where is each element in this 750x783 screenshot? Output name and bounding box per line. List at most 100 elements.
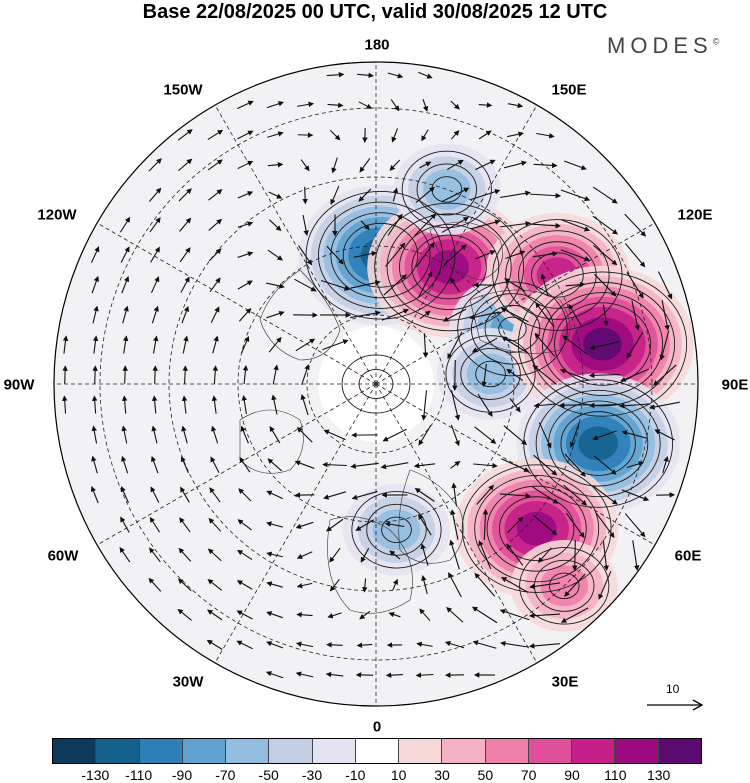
wind-arrow (236, 640, 253, 650)
wind-arrow (302, 214, 309, 237)
wind-arrow (417, 271, 433, 298)
wind-arrow (322, 461, 347, 468)
wind-arrow (662, 456, 669, 474)
wind-arrow (359, 610, 371, 620)
contour-line (358, 369, 394, 399)
wind-arrow (181, 305, 190, 324)
wind-arrow (90, 485, 99, 504)
wind-arrow (507, 102, 524, 109)
wind-arrow (620, 368, 650, 382)
wind-arrow (327, 102, 344, 108)
wind-arrow (558, 402, 591, 408)
label-lon-30e: 30E (551, 673, 579, 691)
wind-arrow (501, 458, 530, 472)
wind-arrow (381, 308, 410, 321)
wind-arrow (269, 425, 281, 444)
wind-arrow (209, 487, 221, 503)
contour-line (341, 354, 411, 414)
coastline (327, 516, 413, 614)
wind-vectors (61, 71, 680, 679)
wind-arrow (295, 671, 314, 678)
wind-arrow (121, 425, 128, 444)
wind-arrow (208, 189, 223, 201)
wind-arrow (594, 273, 617, 297)
wind-arrow (150, 486, 160, 503)
wind-arrow (180, 456, 189, 474)
colorbar-tick-label: 10 (390, 767, 407, 783)
wind-arrow (444, 640, 465, 649)
wind-arrow (182, 365, 188, 384)
wind-arrow (237, 251, 254, 258)
colorbar-tick-label: 30 (434, 767, 450, 783)
wind-arrow (506, 368, 524, 381)
wind-arrow (384, 521, 405, 528)
wind-arrow (267, 131, 284, 138)
wind-arrow (296, 612, 313, 618)
wind-arrow (237, 280, 253, 290)
wind-arrow (210, 306, 220, 323)
wind-arrow (206, 639, 223, 650)
wind-arrow (325, 671, 344, 678)
wind-arrow (208, 218, 223, 231)
wind-arrow (499, 609, 530, 621)
wind-arrow (177, 129, 193, 141)
wind-arrow (329, 578, 340, 592)
wind-arrow (323, 491, 347, 500)
wind-arrow (560, 249, 591, 262)
wind-arrow (446, 607, 464, 623)
wind-arrow (451, 390, 461, 421)
wind-arrow (272, 364, 279, 385)
colorbar-tick-label: 90 (564, 767, 580, 783)
wind-arrow (529, 582, 560, 590)
colorbar-tick-label: 70 (520, 767, 537, 783)
wind-arrow (355, 519, 374, 531)
wind-arrow (351, 491, 378, 500)
wind-arrow (180, 486, 190, 503)
coastline (469, 289, 571, 354)
wind-arrow (418, 424, 432, 446)
wind-arrow (330, 185, 340, 205)
wind-arrow (618, 403, 651, 409)
wind-arrow (387, 72, 404, 79)
colorbar-segment (139, 739, 183, 763)
colorbar-segment (658, 739, 701, 763)
wind-arrow (592, 215, 618, 235)
wind-arrow (151, 425, 158, 444)
wind-arrow (506, 543, 524, 566)
wind-arrow (326, 71, 345, 78)
wind-arrow (499, 492, 532, 499)
wind-arrow (323, 429, 346, 441)
wind-arrow (532, 364, 558, 385)
wind-arrow (505, 250, 526, 259)
wind-arrow (533, 402, 556, 409)
wind-arrow (179, 517, 191, 533)
meridian-line (214, 383, 377, 664)
wind-arrow (507, 131, 524, 138)
wind-arrow (470, 189, 501, 201)
wind-arrow (237, 221, 254, 228)
anomaly-fill (578, 426, 619, 461)
colorbar-tick-label: -130 (81, 767, 110, 783)
wind-arrow (538, 422, 552, 449)
label-lon-180: 180 (364, 36, 390, 54)
wind-arrow (387, 213, 403, 236)
wind-arrow (560, 189, 591, 202)
wind-arrow (300, 159, 310, 172)
wind-arrow (271, 394, 278, 415)
wind-arrow (61, 395, 68, 414)
wind-arrow (296, 101, 315, 108)
wind-arrow (475, 159, 496, 171)
wind-arrow (91, 455, 98, 474)
coastline (398, 469, 464, 564)
wind-arrow (181, 395, 188, 414)
colorbar-segment (312, 739, 356, 763)
colorbar-segment (182, 739, 227, 763)
meridian-line (96, 383, 377, 546)
wind-arrow (478, 540, 492, 570)
wind-arrow (562, 335, 588, 355)
wind-arrow (631, 300, 640, 331)
wind-arrow (621, 430, 648, 439)
wind-arrow (533, 251, 558, 258)
wind-arrow (267, 161, 284, 168)
wind-arrow (148, 577, 162, 592)
